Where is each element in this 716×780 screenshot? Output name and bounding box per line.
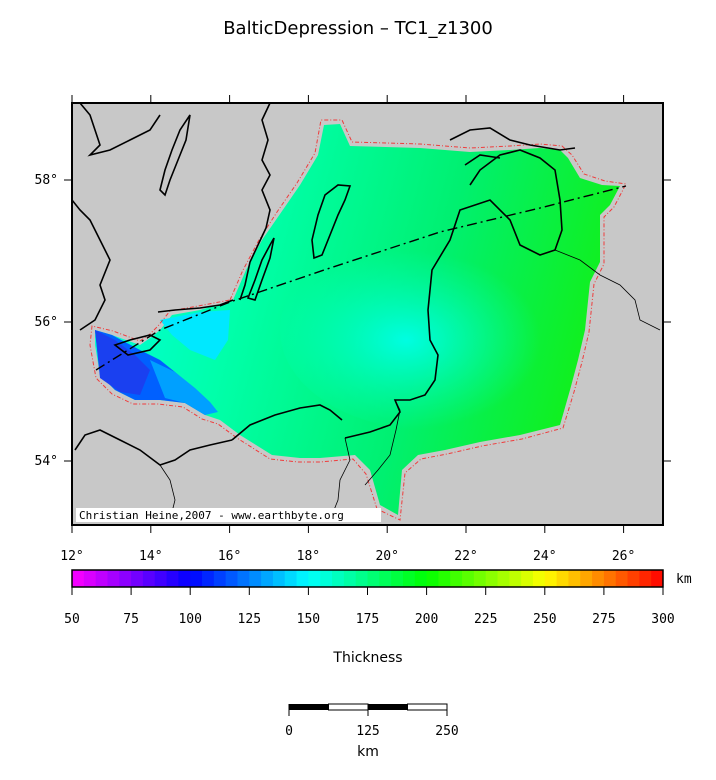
lon-tick-label: 12° [60,549,83,564]
colorbar-swatch [402,570,416,587]
colorbar-swatch [639,570,652,587]
colorbar-label: 200 [415,612,438,627]
colorbar [72,570,664,587]
scalebar-label: 0 [285,724,293,739]
colorbar-swatch [142,570,156,587]
colorbar-label: 125 [238,612,261,627]
colorbar-label: 175 [356,612,379,627]
colorbar-swatch [249,570,262,587]
scalebar-label: 125 [356,724,379,739]
colorbar-unit: km [676,572,692,587]
colorbar-swatch [95,570,108,587]
colorbar-swatch [107,570,120,587]
colorbar-swatch [272,570,286,587]
coastlines [71,102,576,466]
colorbar-swatch [651,570,664,587]
profile-line [95,185,627,371]
scalebar-label: 250 [435,724,458,739]
colorbar-swatch [202,570,215,587]
lon-tick-label: 24° [533,549,556,564]
colorbar-swatch [343,570,357,587]
colorbar-swatch [213,570,227,587]
colorbar-swatch [332,570,345,587]
colorbar-swatch [627,570,640,587]
colorbar-swatch [568,570,581,587]
colorbar-swatch [190,570,203,587]
colorbar-label: 225 [474,612,497,627]
colorbar-swatch [83,570,97,587]
colorbar-swatch [72,570,85,587]
colorbar-swatch [497,570,510,587]
colorbar-swatch [178,570,191,587]
colorbar-swatch [131,570,144,587]
colorbar-swatch [485,570,499,587]
colorbar-label: 50 [64,612,80,627]
lat-tick-label: 54° [35,454,58,469]
colorbar-swatch [462,570,475,587]
colorbar-swatch [237,570,250,587]
credit-text: Christian Heine,2007 - www.earthbyte.org [79,509,344,522]
colorbar-swatch [154,570,168,587]
colorbar-label: 75 [123,612,139,627]
lat-tick-label: 58° [35,173,58,188]
colorbar-label: 250 [533,612,556,627]
lon-tick-label: 22° [454,549,477,564]
colorbar-label: 300 [651,612,674,627]
colorbar-labels: 50 75 100 125 150 175 200 225 250 275 30… [64,612,675,627]
lon-tick-label: 16° [218,549,241,564]
lon-tick-label: 18° [297,549,320,564]
colorbar-swatch [532,570,546,587]
scalebar [288,703,448,716]
colorbar-swatch [296,570,309,587]
colorbar-title: Thickness [333,650,403,666]
colorbar-ticks [71,587,664,595]
lon-ticks [71,95,625,533]
scalebar-unit: km [357,744,379,760]
colorbar-label: 100 [178,612,201,627]
colorbar-swatch [603,570,617,587]
colorbar-swatch [284,570,298,587]
colorbar-swatch [426,570,439,587]
lat-ticks [64,179,671,462]
scalebar-labels: 0 125 250 [285,724,459,739]
colorbar-swatch [580,570,593,587]
colorbar-swatch [615,570,629,587]
colorbar-swatch [308,570,321,587]
lon-tick-labels: 12° 14° 16° 18° 20° 22° 24° 26° [60,549,635,564]
colorbar-swatch [320,570,333,587]
colorbar-swatch [438,570,451,587]
lon-tick-label: 26° [612,549,635,564]
colorbar-swatch [509,570,522,587]
colorbar-swatch [119,570,132,587]
map-frame [71,102,664,526]
lat-tick-labels: 54° 56° 58° [35,173,58,469]
colorbar-swatch [391,570,404,587]
colorbar-label: 275 [592,612,615,627]
colorbar-label: 150 [297,612,320,627]
lon-tick-label: 14° [139,549,162,564]
lon-tick-label: 20° [375,549,398,564]
colorbar-swatch [355,570,368,587]
colorbar-swatch [450,570,463,587]
colorbar-swatch [261,570,274,587]
lat-tick-label: 56° [35,315,58,330]
colorbar-swatch [592,570,605,587]
map-title: BalticDepression – TC1_z1300 [223,18,493,39]
colorbar-swatch [556,570,569,587]
credit-box [76,508,381,522]
colorbar-swatch [379,570,392,587]
colorbar-swatch [225,570,238,587]
colorbar-swatch [544,570,558,587]
colorbar-swatch [521,570,534,587]
colorbar-swatch [166,570,179,587]
colorbar-swatch [473,570,487,587]
colorbar-swatch [367,570,380,587]
colorbar-swatch [414,570,428,587]
